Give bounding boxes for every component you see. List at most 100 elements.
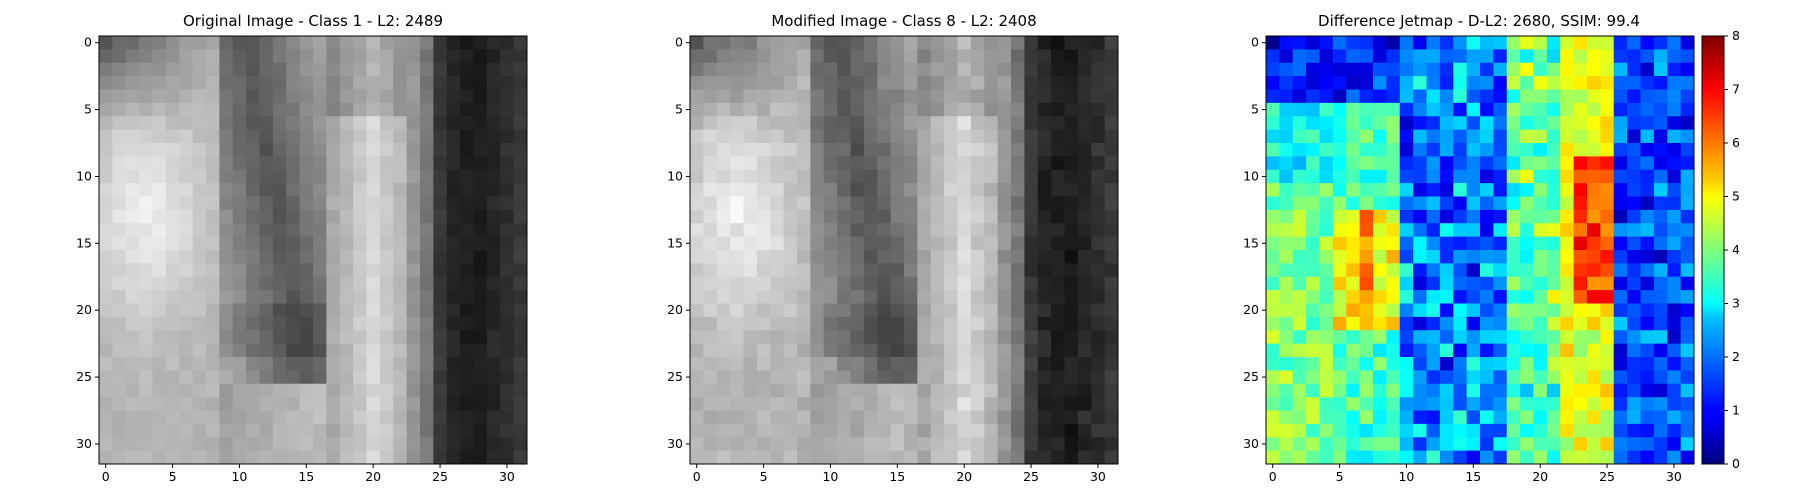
pixel-cell	[744, 36, 758, 50]
pixel-cell	[837, 424, 851, 438]
pixel-cell	[1051, 370, 1065, 384]
pixel-cell	[286, 370, 300, 384]
pixel-cell	[193, 143, 207, 157]
pixel-cell	[1279, 384, 1293, 398]
pixel-cell	[1493, 49, 1507, 63]
pixel-cell	[367, 210, 381, 224]
pixel-cell	[514, 451, 528, 465]
pixel-cell	[1654, 304, 1668, 318]
pixel-cell	[1346, 223, 1360, 237]
pixel-cell	[1333, 130, 1347, 144]
pixel-cell	[326, 424, 340, 438]
pixel-cell	[1574, 437, 1588, 451]
pixel-cell	[153, 197, 167, 211]
pixel-cell	[447, 76, 461, 90]
pixel-cell	[1534, 36, 1548, 50]
pixel-cell	[1614, 49, 1628, 63]
pixel-cell	[851, 90, 865, 104]
pixel-cell	[1293, 411, 1307, 425]
pixel-cell	[757, 263, 771, 277]
pixel-cell	[313, 130, 327, 144]
pixel-cell	[1091, 263, 1105, 277]
pixel-cell	[784, 156, 798, 170]
pixel-cell	[1024, 304, 1038, 318]
pixel-cell	[1105, 130, 1119, 144]
pixel-cell	[179, 397, 193, 411]
pixel-cell	[770, 304, 784, 318]
pixel-cell	[1493, 263, 1507, 277]
pixel-cell	[1400, 103, 1414, 117]
pixel-cell	[407, 304, 421, 318]
pixel-cell	[904, 103, 918, 117]
pixel-cell	[1024, 63, 1038, 77]
pixel-cell	[891, 250, 905, 264]
pixel-cell	[514, 130, 528, 144]
pixel-cell	[206, 290, 220, 304]
pixel-cell	[744, 304, 758, 318]
pixel-cell	[690, 437, 704, 451]
pixel-cell	[206, 451, 220, 465]
pixel-cell	[126, 263, 140, 277]
pixel-cell	[286, 290, 300, 304]
pixel-cell	[824, 223, 838, 237]
pixel-cell	[193, 411, 207, 425]
pixel-cell	[166, 424, 180, 438]
pixel-cell	[1427, 344, 1441, 358]
pixel-cell	[1547, 317, 1561, 331]
pixel-cell	[744, 317, 758, 331]
pixel-cell	[1507, 210, 1521, 224]
pixel-cell	[944, 277, 958, 291]
pixel-cell	[1078, 451, 1092, 465]
pixel-cell	[824, 304, 838, 318]
pixel-cell	[1560, 397, 1574, 411]
pixel-cell	[1293, 130, 1307, 144]
pixel-cell	[971, 49, 985, 63]
pixel-cell	[770, 156, 784, 170]
pixel-cell	[917, 290, 931, 304]
pixel-cell	[367, 63, 381, 77]
pixel-cell	[1587, 237, 1601, 251]
pixel-cell	[273, 384, 287, 398]
pixel-cell	[1520, 130, 1534, 144]
pixel-cell	[1400, 263, 1414, 277]
pixel-cell	[1346, 49, 1360, 63]
pixel-cell	[1279, 49, 1293, 63]
pixel-cell	[877, 277, 891, 291]
pixel-cell	[851, 250, 865, 264]
pixel-cell	[1507, 223, 1521, 237]
pixel-cell	[273, 49, 287, 63]
pixel-cell	[1547, 250, 1561, 264]
pixel-cell	[931, 290, 945, 304]
pixel-cell	[487, 424, 501, 438]
pixel-cell	[313, 103, 327, 117]
pixel-cell	[1614, 210, 1628, 224]
pixel-cell	[1574, 183, 1588, 197]
pixel-cell	[984, 116, 998, 130]
pixel-cell	[864, 103, 878, 117]
pixel-cell	[367, 103, 381, 117]
pixel-cell	[206, 330, 220, 344]
pixel-cell	[179, 237, 193, 251]
pixel-cell	[1627, 411, 1641, 425]
pixel-cell	[99, 397, 113, 411]
pixel-cell	[447, 130, 461, 144]
pixel-cell	[420, 143, 434, 157]
pixel-cell	[1078, 49, 1092, 63]
pixel-cell	[433, 277, 447, 291]
pixel-cell	[784, 76, 798, 90]
pixel-cell	[1614, 116, 1628, 130]
pixel-cell	[487, 384, 501, 398]
pixel-cell	[487, 36, 501, 50]
pixel-cell	[797, 36, 811, 50]
pixel-cell	[420, 277, 434, 291]
pixel-cell	[380, 103, 394, 117]
y-tick-label: 30	[1243, 436, 1259, 451]
pixel-cell	[193, 304, 207, 318]
pixel-cell	[1681, 451, 1695, 465]
pixel-cell	[1386, 397, 1400, 411]
pixel-cell	[703, 304, 717, 318]
pixel-cell	[1587, 304, 1601, 318]
pixel-cell	[958, 370, 972, 384]
pixel-cell	[1011, 411, 1025, 425]
pixel-cell	[1091, 277, 1105, 291]
